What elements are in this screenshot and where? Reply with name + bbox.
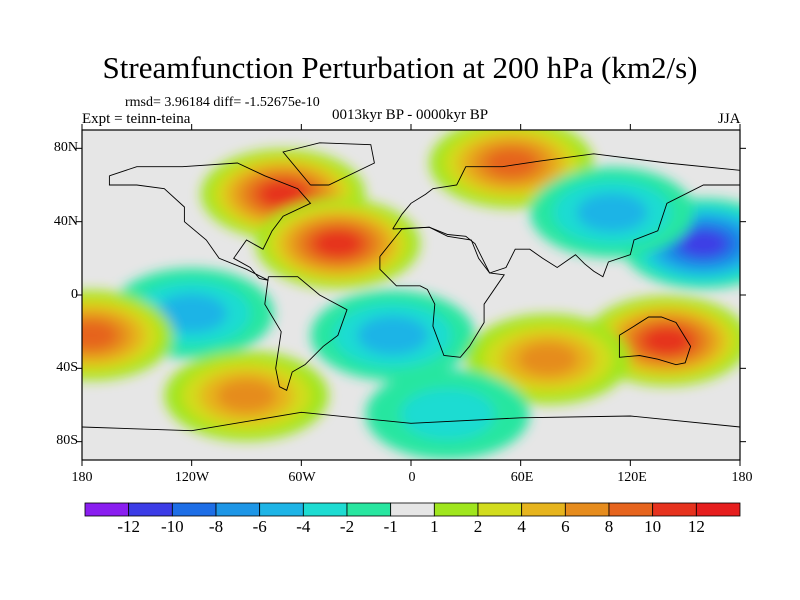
feature-7 xyxy=(584,295,740,386)
contour-band xyxy=(259,181,307,208)
lon-label-180w: 180 xyxy=(71,470,93,485)
colorbar-label: 2 xyxy=(473,517,483,536)
colorbar-swatch xyxy=(128,502,173,517)
colorbar-swatch xyxy=(564,502,610,517)
colorbar-swatch xyxy=(302,502,348,517)
colorbar-swatch xyxy=(84,502,130,517)
coastline-0 xyxy=(108,162,312,281)
contour-band xyxy=(217,379,276,413)
coastline-6 xyxy=(82,411,740,432)
contour-band xyxy=(485,148,538,178)
contour-band xyxy=(679,230,728,257)
stats-text: rmsd= 3.96184 diff= -1.52675e-10 xyxy=(125,95,320,110)
coastlines xyxy=(82,142,740,432)
feature-9 xyxy=(164,350,329,441)
colorbar-label: -8 xyxy=(208,517,224,536)
colorbar-label: -10 xyxy=(160,517,184,536)
contour-band xyxy=(314,230,362,257)
contour-band xyxy=(576,193,648,232)
contour-band xyxy=(643,327,691,354)
colorbar-swatch xyxy=(695,502,741,517)
lon-label-60e: 60E xyxy=(510,470,534,485)
contour-band xyxy=(82,321,118,350)
colorbar-label: 8 xyxy=(604,517,614,536)
lat-label-40n: 40N xyxy=(53,214,78,229)
colorbar-swatch xyxy=(259,502,304,517)
colorbar-label: -12 xyxy=(117,517,140,536)
colorbar-label: 10 xyxy=(644,517,662,536)
lon-label-0: 0 xyxy=(408,470,416,485)
feature-4 xyxy=(530,167,695,258)
colorbar-swatch xyxy=(433,502,479,517)
coastline-4 xyxy=(379,226,505,358)
colorbar-label: 12 xyxy=(687,517,705,536)
feature-2 xyxy=(429,130,594,209)
colorbar-label: 6 xyxy=(561,517,570,536)
lon-label-60w: 60W xyxy=(288,470,316,485)
colorbar-swatch xyxy=(477,502,523,517)
colorbar-swatch xyxy=(346,502,392,517)
lat-label-80s: 80S xyxy=(56,433,78,448)
lat-label-80n: 80N xyxy=(53,140,78,155)
contour-band xyxy=(518,342,578,376)
colorbar-label: -4 xyxy=(296,517,311,536)
lat-label-40s: 40S xyxy=(56,360,78,375)
lat-label-eq: 0 xyxy=(71,287,78,302)
contour-band xyxy=(400,388,495,441)
colorbar-swatch xyxy=(215,502,261,517)
colorbar-label: 4 xyxy=(517,517,526,536)
feature-1 xyxy=(255,198,420,289)
colorbar-label: -2 xyxy=(339,517,355,536)
season-label: JJA xyxy=(718,111,741,127)
colorbar-swatch xyxy=(390,502,435,517)
experiment-label: Expt = teinn-teina xyxy=(82,111,191,127)
colorbar-label: 1 xyxy=(430,517,439,536)
colorbar-swatch xyxy=(652,502,697,517)
lon-label-120w: 120W xyxy=(174,470,210,485)
lon-label-180e: 180 xyxy=(731,470,753,485)
contour-band xyxy=(357,315,429,355)
feature-11 xyxy=(365,369,530,460)
feature-10 xyxy=(466,314,631,405)
feature-8 xyxy=(82,290,174,381)
chart-title: Streamfunction Perturbation at 200 hPa (… xyxy=(102,50,698,85)
colorbar-swatch xyxy=(171,502,217,517)
coastline-5 xyxy=(618,316,692,366)
colorbar-swatch xyxy=(608,502,654,517)
lon-label-120e: 120E xyxy=(617,470,647,485)
period-label: 0013kyr BP - 0000kyr BP xyxy=(331,107,489,123)
contour-field xyxy=(82,130,740,460)
colorbar-label: -6 xyxy=(252,517,267,536)
colorbar xyxy=(84,502,741,517)
coastline-2 xyxy=(282,142,375,186)
coastline-1 xyxy=(264,276,348,391)
coastline-3 xyxy=(392,153,740,278)
colorbar-label: -1 xyxy=(383,517,398,536)
colorbar-swatch xyxy=(521,502,566,517)
contour-band xyxy=(156,293,227,333)
